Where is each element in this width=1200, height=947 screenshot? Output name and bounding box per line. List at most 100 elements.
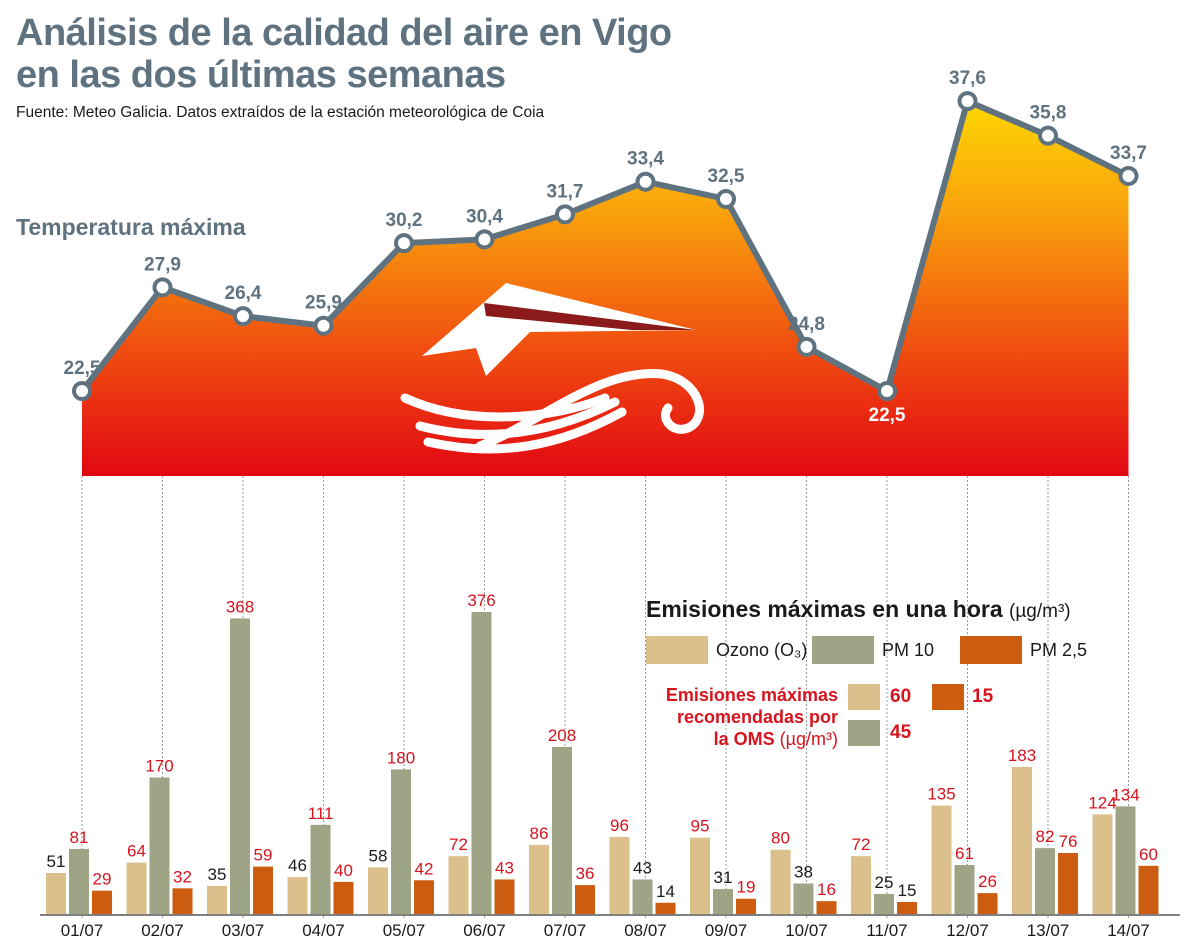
bar-pm25 [172, 888, 193, 914]
bar-pm25 [414, 880, 434, 914]
bar-ozone [1092, 814, 1113, 914]
bar-value-label: 43 [495, 858, 514, 877]
oms-value-pm25: 15 [972, 686, 994, 707]
bar-value-label: 80 [771, 829, 790, 848]
bar-pm10 [310, 824, 331, 914]
bar-value-label: 26 [978, 872, 997, 891]
date-tick-label: 06/07 [463, 921, 506, 940]
legend-swatch-pm10 [812, 636, 874, 664]
bar-pm10 [471, 612, 492, 914]
bar-pm10 [1035, 848, 1055, 914]
temperature-point [394, 233, 414, 254]
oms-unit: (µg/m³) [779, 729, 838, 749]
bar-value-label: 16 [817, 880, 836, 899]
temperature-value-label: 31,7 [547, 181, 584, 202]
date-tick-label: 03/07 [222, 921, 265, 940]
bar-pm25 [655, 902, 676, 914]
emissions-legend: Emisiones máximas en una hora (µg/m³) Oz… [646, 596, 1166, 749]
bar-value-label: 376 [467, 591, 495, 610]
legend-unit: (µg/m³) [1009, 601, 1071, 622]
bar-pm10 [874, 893, 894, 914]
temperature-point [635, 171, 656, 192]
bar-value-label: 95 [691, 817, 710, 836]
temperature-point [1118, 165, 1139, 186]
oms-text-line-3: la OMS [713, 729, 775, 749]
source-note: Fuente: Meteo Galicia. Datos extraídos d… [16, 104, 545, 121]
oms-swatch-pm25 [932, 684, 964, 710]
oms-limits-text: Emisiones máximas recomendadas por la OM… [646, 684, 838, 750]
temperature-point [877, 381, 897, 401]
bar-ozone [126, 862, 147, 914]
bar-pm25 [92, 890, 112, 914]
bar-value-label: 82 [1036, 827, 1055, 846]
bar-pm10 [149, 777, 170, 914]
date-tick-label: 07/07 [544, 921, 587, 940]
temperature-value-label: 30,2 [386, 210, 423, 231]
oms-recommended-limits: Emisiones máximas recomendadas por la OM… [646, 684, 1166, 754]
bar-value-label: 72 [449, 835, 468, 854]
bar-pm25 [575, 885, 595, 914]
wind-icon [400, 283, 704, 454]
bar-ozone [690, 837, 710, 914]
bar-value-label: 51 [47, 852, 66, 871]
bar-ozone [207, 885, 227, 914]
bar-value-label: 60 [1139, 845, 1158, 864]
temperature-value-label: 22,5 [64, 358, 101, 379]
bar-value-label: 32 [173, 867, 192, 886]
date-tick-label: 09/07 [705, 921, 748, 940]
bar-ozone [931, 805, 952, 914]
legend-label-ozone: Ozono (O₃) [716, 640, 808, 660]
temperature-point [313, 315, 334, 336]
bar-ozone [287, 877, 308, 914]
temperature-value-label: 27,9 [144, 254, 181, 275]
temperature-value-label: 35,8 [1030, 103, 1067, 124]
legend-swatch-pm25 [960, 636, 1022, 664]
bar-ozone [46, 873, 66, 914]
temperature-value-label: 30,4 [466, 206, 503, 227]
bar-value-label: 59 [254, 846, 273, 865]
date-tick-label: 05/07 [383, 921, 426, 940]
bar-value-label: 14 [656, 882, 675, 901]
bar-value-label: 81 [70, 828, 89, 847]
temperature-value-label: 24,8 [788, 314, 825, 335]
bar-value-label: 96 [610, 816, 629, 835]
bar-ozone [609, 836, 630, 914]
bar-value-label: 25 [875, 873, 894, 892]
temperature-point [233, 306, 253, 327]
bar-ozone [368, 867, 388, 914]
bar-pm10 [391, 769, 411, 914]
bar-value-label: 183 [1008, 746, 1036, 765]
bar-pm25 [253, 866, 273, 914]
bar-value-label: 76 [1059, 832, 1078, 851]
bar-ozone [851, 856, 871, 914]
bar-value-label: 58 [369, 846, 388, 865]
legend-title-text: Emisiones máximas en una hora [646, 596, 1003, 622]
bar-pm25 [1138, 865, 1159, 914]
date-tick-label: 08/07 [624, 921, 667, 940]
bar-ozone [448, 856, 469, 914]
bar-value-label: 124 [1088, 793, 1116, 812]
bar-ozone [1012, 767, 1032, 914]
bar-value-label: 180 [387, 748, 415, 767]
bar-pm25 [977, 893, 998, 914]
title-line-1: Análisis de la calidad del aire en Vigo [16, 12, 672, 54]
bar-ozone [529, 844, 549, 914]
bar-value-label: 36 [576, 864, 595, 883]
bar-value-label: 46 [288, 856, 307, 875]
bar-value-label: 64 [127, 842, 146, 861]
oms-text-line-2: recomendadas por [676, 707, 838, 727]
temperature-point [1038, 125, 1058, 146]
oms-swatch-ozone [848, 684, 880, 710]
date-tick-label: 11/07 [866, 921, 907, 940]
temperature-value-label: 32,5 [708, 166, 745, 187]
oms-value-pm10: 45 [890, 722, 912, 743]
bar-pm25 [1058, 852, 1078, 914]
temperature-series-title: Temperatura máxima [16, 214, 246, 240]
bar-value-label: 86 [530, 824, 549, 843]
bar-value-label: 368 [226, 597, 254, 616]
temperature-point [72, 381, 92, 401]
bar-pm10 [793, 883, 814, 914]
bar-value-label: 40 [334, 861, 353, 880]
bar-pm25 [816, 901, 837, 914]
